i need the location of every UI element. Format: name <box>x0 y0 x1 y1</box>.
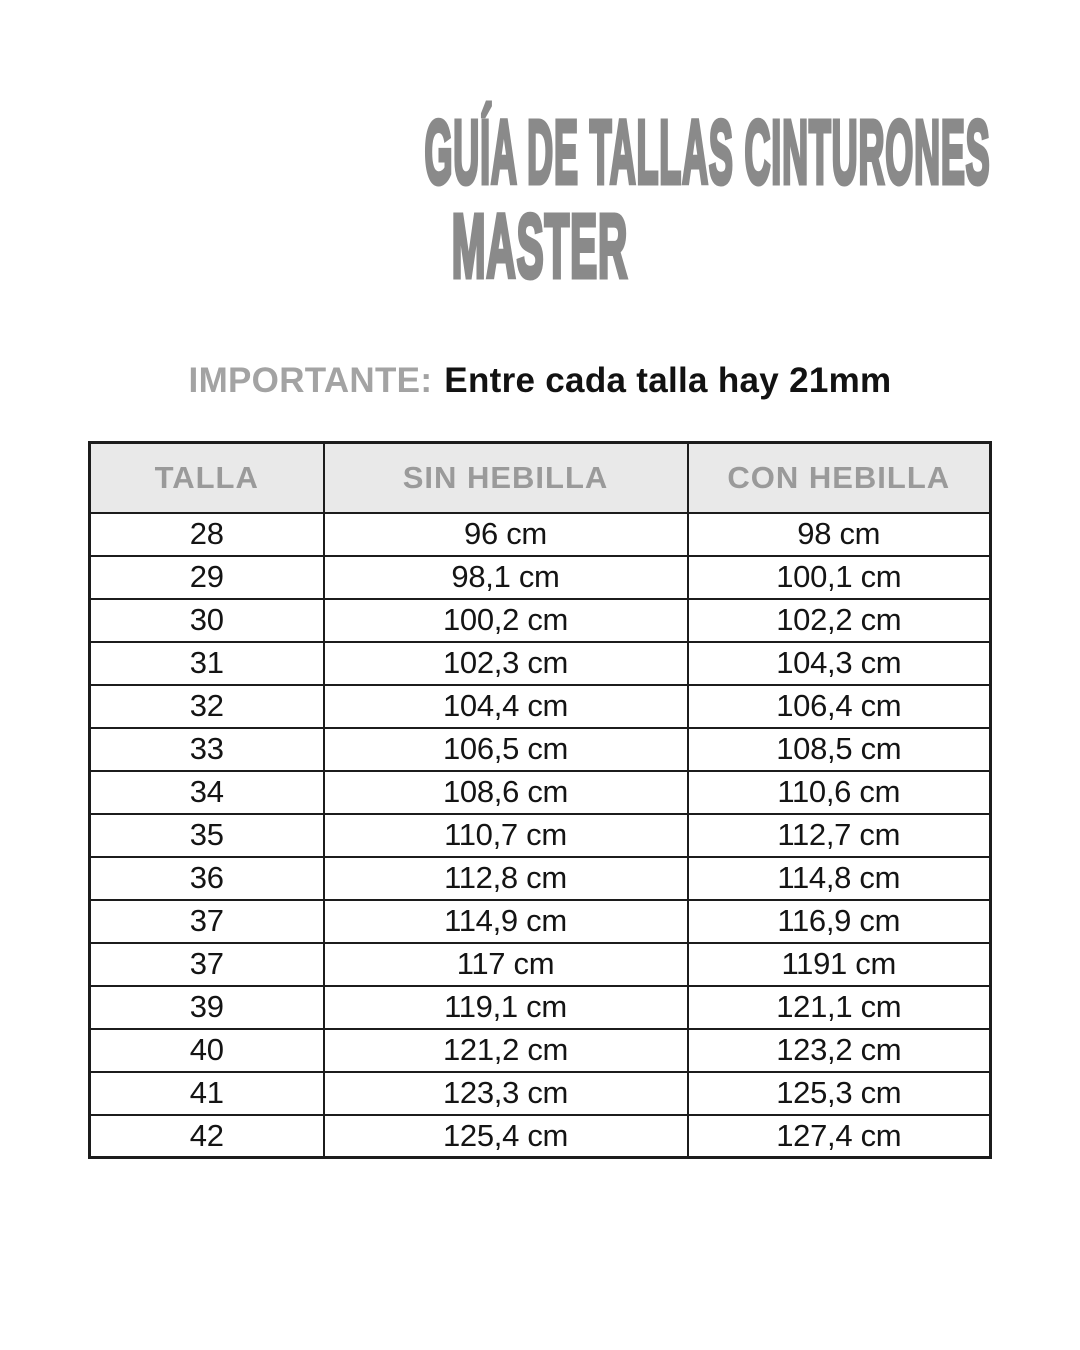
table-row: 35 110,7 cm 112,7 cm <box>88 812 992 858</box>
page-title-line-1: GUÍA DE TALLAS CINTURONES <box>0 103 1080 203</box>
page-title-text-2: MASTER <box>451 197 629 297</box>
table-row: 28 96 cm 98 cm <box>88 511 992 557</box>
table-cell-talla: 29 <box>88 554 325 600</box>
table-row: 31 102,3 cm 104,3 cm <box>88 640 992 686</box>
table-cell-sin-hebilla: 123,3 cm <box>322 1070 689 1116</box>
table-cell-con-hebilla: 112,7 cm <box>686 812 992 858</box>
table-cell-talla: 34 <box>88 769 325 815</box>
important-note-label: IMPORTANTE: <box>188 361 433 400</box>
table-row: 41 123,3 cm 125,3 cm <box>88 1070 992 1116</box>
size-table-body: 28 96 cm 98 cm 29 98,1 cm 100,1 cm 30 100,2 cm 1… <box>88 511 992 1159</box>
table-cell-con-hebilla: 100,1 cm <box>686 554 992 600</box>
table-row: 30 100,2 cm 102,2 cm <box>88 597 992 643</box>
table-row: 39 119,1 cm 121,1 cm <box>88 984 992 1030</box>
table-cell-con-hebilla: 125,3 cm <box>686 1070 992 1116</box>
table-cell-sin-hebilla: 100,2 cm <box>322 597 689 643</box>
table-row: 29 98,1 cm 100,1 cm <box>88 554 992 600</box>
table-cell-con-hebilla: 106,4 cm <box>686 683 992 729</box>
table-row: 42 125,4 cm 127,4 cm <box>88 1113 992 1159</box>
table-cell-con-hebilla: 102,2 cm <box>686 597 992 643</box>
table-cell-con-hebilla: 98 cm <box>686 511 992 557</box>
table-cell-talla: 31 <box>88 640 325 686</box>
table-cell-con-hebilla: 108,5 cm <box>686 726 992 772</box>
table-row: 40 121,2 cm 123,2 cm <box>88 1027 992 1073</box>
table-row: 36 112,8 cm 114,8 cm <box>88 855 992 901</box>
header-cell-con-hebilla: CON HEBILLA <box>686 441 992 514</box>
table-row: 37 114,9 cm 116,9 cm <box>88 898 992 944</box>
table-cell-con-hebilla: 114,8 cm <box>686 855 992 901</box>
table-cell-con-hebilla: 110,6 cm <box>686 769 992 815</box>
table-cell-sin-hebilla: 110,7 cm <box>322 812 689 858</box>
table-cell-sin-hebilla: 98,1 cm <box>322 554 689 600</box>
table-cell-con-hebilla: 121,1 cm <box>686 984 992 1030</box>
table-row: 32 104,4 cm 106,4 cm <box>88 683 992 729</box>
table-cell-con-hebilla: 127,4 cm <box>686 1113 992 1159</box>
header-row: TALLA SIN HEBILLA CON HEBILLA <box>88 441 992 514</box>
size-table: TALLA SIN HEBILLA CON HEBILLA 28 96 cm 98 … <box>88 441 992 1159</box>
page-title-text-1: GUÍA DE TALLAS CINTURONES <box>424 103 991 203</box>
important-note-text: Entre cada talla hay 21mm <box>444 361 892 400</box>
table-cell-sin-hebilla: 119,1 cm <box>322 984 689 1030</box>
important-note: IMPORTANTE: Entre cada talla hay 21mm <box>0 360 1080 402</box>
table-cell-con-hebilla: 104,3 cm <box>686 640 992 686</box>
table-cell-talla: 32 <box>88 683 325 729</box>
header-cell-talla: TALLA <box>88 441 325 514</box>
table-cell-sin-hebilla: 108,6 cm <box>322 769 689 815</box>
table-cell-con-hebilla: 116,9 cm <box>686 898 992 944</box>
table-cell-talla: 41 <box>88 1070 325 1116</box>
page-title: GUÍA DE TALLAS CINTURONES MASTER <box>0 103 1080 297</box>
table-cell-talla: 42 <box>88 1113 325 1159</box>
table-cell-talla: 37 <box>88 898 325 944</box>
table-cell-con-hebilla: 1191 cm <box>686 941 992 987</box>
table-row: 37 117 cm 1191 cm <box>88 941 992 987</box>
table-cell-talla: 28 <box>88 511 325 557</box>
table-cell-sin-hebilla: 114,9 cm <box>322 898 689 944</box>
table-cell-talla: 37 <box>88 941 325 987</box>
table-cell-talla: 40 <box>88 1027 325 1073</box>
table-row: 34 108,6 cm 110,6 cm <box>88 769 992 815</box>
table-cell-talla: 36 <box>88 855 325 901</box>
table-cell-sin-hebilla: 112,8 cm <box>322 855 689 901</box>
table-cell-talla: 39 <box>88 984 325 1030</box>
table-cell-talla: 35 <box>88 812 325 858</box>
header-cell-sin-hebilla: SIN HEBILLA <box>322 441 689 514</box>
table-cell-sin-hebilla: 106,5 cm <box>322 726 689 772</box>
table-cell-sin-hebilla: 102,3 cm <box>322 640 689 686</box>
table-cell-sin-hebilla: 96 cm <box>322 511 689 557</box>
table-cell-con-hebilla: 123,2 cm <box>686 1027 992 1073</box>
table-cell-talla: 33 <box>88 726 325 772</box>
table-cell-sin-hebilla: 121,2 cm <box>322 1027 689 1073</box>
page-title-line-2: MASTER <box>0 197 1080 297</box>
table-cell-sin-hebilla: 104,4 cm <box>322 683 689 729</box>
table-row: 33 106,5 cm 108,5 cm <box>88 726 992 772</box>
size-table-header: TALLA SIN HEBILLA CON HEBILLA <box>88 441 992 514</box>
table-cell-talla: 30 <box>88 597 325 643</box>
table-cell-sin-hebilla: 125,4 cm <box>322 1113 689 1159</box>
table-cell-sin-hebilla: 117 cm <box>322 941 689 987</box>
